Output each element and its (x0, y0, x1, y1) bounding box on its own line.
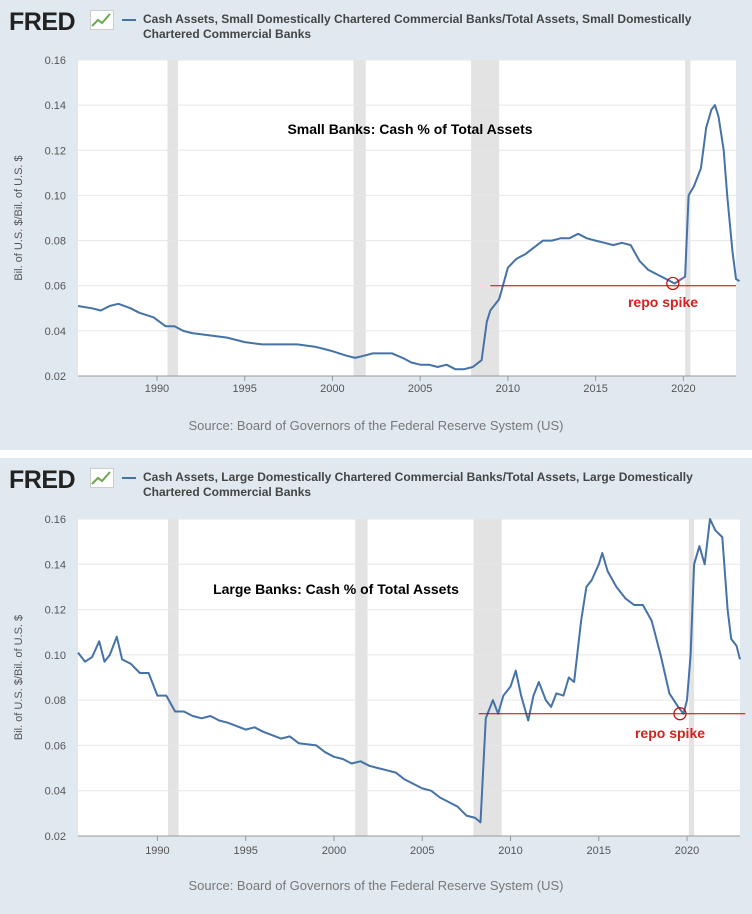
y-tick-label: 0.14 (45, 100, 66, 112)
x-tick-label: 2010 (498, 845, 522, 857)
panel-separator (0, 450, 752, 458)
recession-band (355, 519, 368, 836)
y-tick-label: 0.12 (45, 605, 66, 617)
y-tick-label: 0.14 (45, 559, 66, 571)
legend-line-swatch (122, 477, 136, 479)
y-tick-label: 0.16 (45, 55, 66, 67)
plot-area (78, 519, 740, 836)
x-tick-label: 2000 (322, 845, 346, 857)
recession-band (167, 60, 179, 376)
line-chart: 0.02 0.04 0.06 0.08 0.10 0.12 0.14 0.16 1990 1995… (13, 55, 741, 395)
repo-spike-marker (673, 707, 687, 721)
x-tick-label: 2000 (320, 383, 344, 395)
y-axis-label: Bil. of U.S. $/Bil. of U.S. $ (13, 615, 25, 740)
x-tick-label: 2005 (410, 845, 434, 857)
recession-band (168, 519, 179, 836)
y-tick-label: 0.06 (45, 740, 66, 752)
chart-legend: Cash Assets, Small Domestically Chartere… (143, 12, 692, 41)
y-tick-label: 0.12 (45, 145, 66, 157)
x-tick-label: 2020 (675, 845, 699, 857)
x-tick-label: 2015 (583, 383, 607, 395)
y-tick-label: 0.02 (45, 371, 66, 383)
y-axis-label: Bil. of U.S. $/Bil. of U.S. $ (13, 155, 25, 280)
line-chart: 0.02 0.04 0.06 0.08 0.10 0.12 0.14 0.16 1990 1995… (13, 514, 746, 857)
annotation-repo-spike: repo spike (628, 294, 698, 310)
y-tick-label: 0.10 (45, 650, 66, 662)
source-note: Source: Board of Governors of the Federa… (188, 418, 564, 433)
source-note: Source: Board of Governors of the Federa… (188, 878, 564, 893)
fred-logo[interactable]: FRED (9, 466, 76, 494)
x-tick-label: 2015 (587, 845, 611, 857)
plot-area (78, 60, 736, 376)
legend-line-swatch (122, 19, 136, 21)
chart-panel-large-banks: FRED Cash Assets, Large Domestically Cha… (0, 458, 752, 908)
fred-chart-icon (90, 10, 114, 30)
recession-band (353, 60, 366, 376)
chart-legend: Cash Assets, Large Domestically Chartere… (143, 470, 693, 499)
annotation-title: Small Banks: Cash % of Total Assets (287, 121, 532, 137)
x-tick-label: 2005 (408, 383, 432, 395)
y-tick-label: 0.04 (45, 786, 66, 798)
y-tick-label: 0.16 (45, 514, 66, 526)
x-tick-label: 2010 (496, 383, 520, 395)
x-tick-label: 1990 (145, 845, 169, 857)
annotation-title: Large Banks: Cash % of Total Assets (213, 581, 459, 597)
y-tick-label: 0.08 (45, 695, 66, 707)
y-tick-label: 0.04 (45, 326, 66, 338)
x-tick-label: 2020 (671, 383, 695, 395)
series-line (77, 518, 741, 824)
recession-band (471, 60, 500, 376)
x-tick-label: 1995 (232, 383, 256, 395)
fred-chart-icon (90, 468, 114, 488)
chart-panel-small-banks: FRED Cash Assets, Small Domestically Cha… (0, 0, 752, 450)
y-tick-label: 0.08 (45, 236, 66, 248)
y-tick-label: 0.06 (45, 281, 66, 293)
recession-band (688, 519, 695, 836)
fred-logo[interactable]: FRED (9, 8, 76, 36)
annotation-repo-spike: repo spike (635, 725, 705, 741)
repo-spike-marker (666, 276, 680, 291)
recession-band (473, 519, 502, 836)
x-tick-label: 1995 (233, 845, 257, 857)
y-tick-label: 0.10 (45, 190, 66, 202)
series-line (77, 104, 741, 371)
x-tick-label: 1990 (145, 383, 169, 395)
y-tick-label: 0.02 (45, 831, 66, 843)
